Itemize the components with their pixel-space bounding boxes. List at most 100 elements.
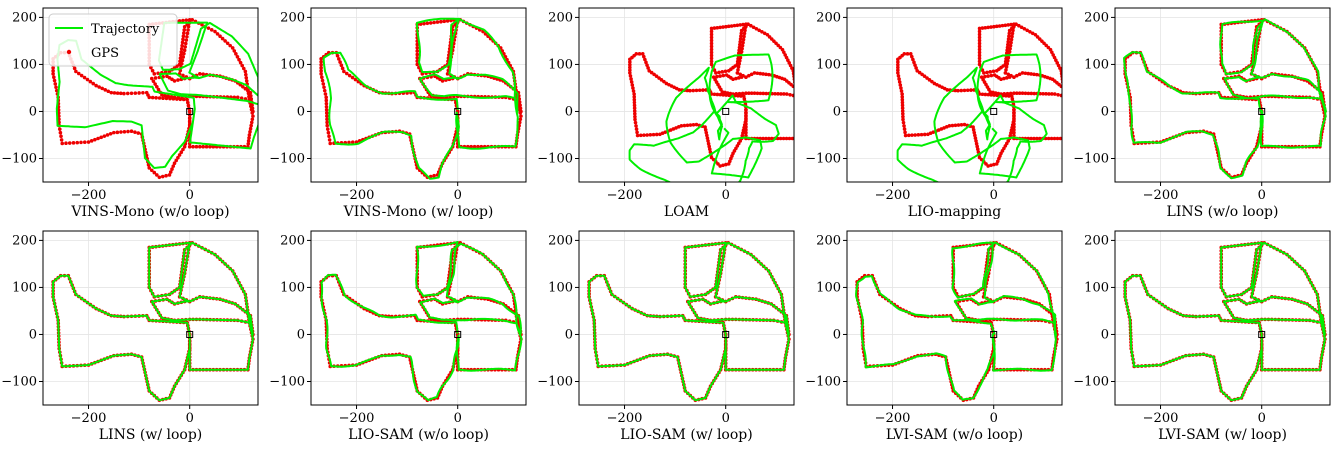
gps-point: [969, 88, 973, 92]
gps-point: [985, 70, 989, 75]
gps-point: [644, 60, 648, 65]
gps-point: [174, 158, 179, 163]
subplot-5: −200 0 −100 0 100 200 LINS (w/o loop): [1073, 7, 1331, 220]
start-marker: [454, 330, 462, 338]
gps-point: [737, 59, 742, 63]
subplot-1: −200 0 −100 0 100 200 VINS-Mono (w/o loop) Traj…: [1, 7, 259, 220]
gps-point: [973, 133, 977, 138]
gps-point: [738, 23, 743, 27]
gps-point: [155, 173, 159, 177]
gps-point: [72, 66, 77, 71]
gps-point: [187, 109, 192, 114]
gps-point: [790, 136, 794, 141]
gps-point: [201, 72, 205, 77]
gps-point: [344, 71, 349, 76]
gps-point: [744, 107, 748, 112]
gps-point: [747, 91, 751, 96]
gps-point: [179, 46, 184, 51]
gps-point: [182, 48, 187, 53]
gps-point: [179, 53, 183, 57]
gps-point: [688, 123, 693, 127]
gps-point: [925, 76, 929, 80]
gps-point: [175, 64, 179, 68]
gps-point: [157, 96, 162, 100]
gps-point: [1065, 115, 1069, 119]
gps-point: [741, 40, 745, 45]
gps-point: [767, 136, 771, 141]
gps-point: [975, 147, 980, 152]
start-marker: [1258, 107, 1266, 115]
gps-point: [1064, 118, 1068, 122]
trajectory-line: [588, 241, 790, 402]
gps-point: [795, 97, 799, 101]
gps-point: [1004, 76, 1009, 80]
gps-point: [726, 68, 731, 73]
gps-point: [133, 130, 137, 134]
gps-point: [184, 18, 189, 22]
gps-point: [1064, 97, 1068, 101]
gps-point: [1012, 130, 1016, 135]
gps-point: [99, 135, 103, 140]
gps-point: [758, 71, 763, 76]
gps-point: [182, 144, 187, 149]
gps-point: [1059, 84, 1062, 89]
plot-area: [587, 240, 791, 403]
y-tick-label: −100: [805, 151, 841, 166]
gps-point: [1065, 112, 1069, 116]
gps-point: [648, 133, 653, 137]
gps-point: [249, 103, 253, 108]
gps-point: [247, 133, 252, 137]
x-tick-label: 0: [186, 188, 194, 203]
gps-point: [654, 132, 659, 137]
gps-point: [738, 40, 743, 44]
gps-point: [977, 35, 982, 40]
gps-point: [1004, 65, 1009, 69]
gps-point: [664, 81, 669, 86]
gps-point: [898, 83, 903, 87]
gps-point: [1064, 100, 1068, 104]
gps-point: [757, 28, 761, 33]
x-tick-label: −200: [607, 188, 643, 203]
axes-frame: [1114, 230, 1331, 406]
start-marker: [990, 107, 998, 115]
gps-point: [182, 28, 187, 32]
gps-point: [251, 109, 255, 114]
gps-point: [1025, 28, 1029, 33]
gps-point: [230, 46, 235, 50]
gps-point: [517, 120, 522, 125]
gps-point: [182, 25, 187, 29]
gps-point: [788, 92, 792, 97]
gps-point: [237, 57, 241, 62]
x-tick-label: −200: [339, 411, 375, 426]
gps-point: [244, 79, 249, 83]
gps-point: [628, 74, 633, 78]
plot-area: [896, 22, 1069, 182]
gps-point: [905, 52, 910, 56]
gps-point: [156, 87, 161, 92]
gps-point: [518, 106, 522, 111]
gps-point: [102, 134, 107, 138]
gps-point: [782, 92, 786, 96]
subplot-2: −200 0 −100 0 100 200 VINS-Mono (w/ loop): [269, 7, 527, 220]
gps-point: [1028, 29, 1032, 34]
gps-point: [149, 168, 154, 173]
gps-point: [185, 97, 189, 102]
gps-point: [922, 132, 927, 137]
gps-point: [712, 26, 717, 30]
gps-point: [1062, 89, 1066, 93]
gps-point: [631, 89, 636, 93]
subplot-caption: LIO-SAM (w/o loop): [348, 427, 489, 443]
gps-point: [761, 72, 765, 76]
gps-point: [319, 69, 323, 73]
legend-gps-label: GPS: [91, 46, 119, 61]
gps-point: [1008, 43, 1013, 48]
plot-area: [51, 17, 258, 180]
gps-point: [896, 57, 900, 62]
gps-point: [327, 138, 332, 142]
gps-point: [235, 95, 240, 100]
gps-point: [729, 24, 734, 28]
gps-point: [791, 84, 794, 89]
trajectory-line: [1124, 241, 1326, 402]
start-marker: [990, 330, 998, 338]
gps-point: [187, 122, 192, 127]
